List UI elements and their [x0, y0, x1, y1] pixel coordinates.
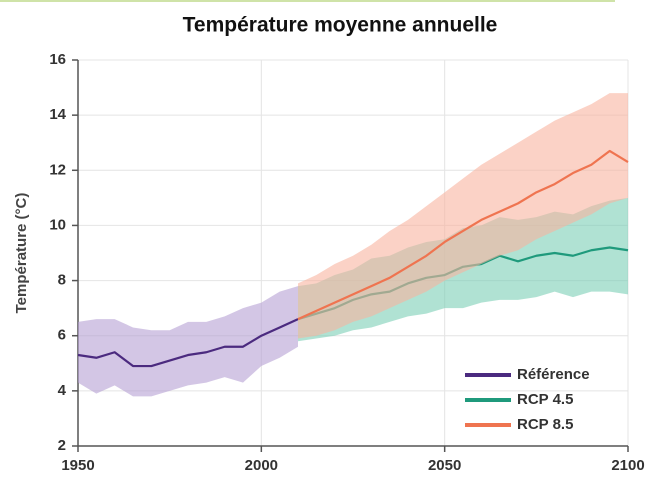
uncertainty-band	[78, 286, 298, 397]
series-line	[297, 149, 629, 321]
legend-label: RCP 8.5	[517, 416, 573, 433]
y-tick-label: 10	[49, 216, 66, 233]
y-axis-label: Température (°C)	[13, 193, 30, 314]
y-tick-label: 14	[49, 106, 66, 123]
chart-title: Température moyenne annuelle	[183, 14, 498, 37]
x-tick-label: 2000	[245, 457, 278, 474]
y-tick-label: 8	[58, 272, 66, 289]
y-tick-label: 6	[58, 327, 66, 344]
x-tick-label: 1950	[61, 457, 94, 474]
y-tick-label: 2	[58, 437, 66, 454]
legend-label: Référence	[517, 366, 590, 383]
y-tick-label: 12	[49, 161, 66, 178]
x-tick-label: 2050	[428, 457, 461, 474]
series-line	[77, 318, 299, 368]
y-tick-label: 16	[49, 51, 66, 68]
y-tick-label: 4	[58, 382, 67, 399]
x-tick-label: 2100	[611, 457, 644, 474]
uncertainty-band	[298, 93, 628, 339]
legend-label: RCP 4.5	[517, 391, 573, 408]
